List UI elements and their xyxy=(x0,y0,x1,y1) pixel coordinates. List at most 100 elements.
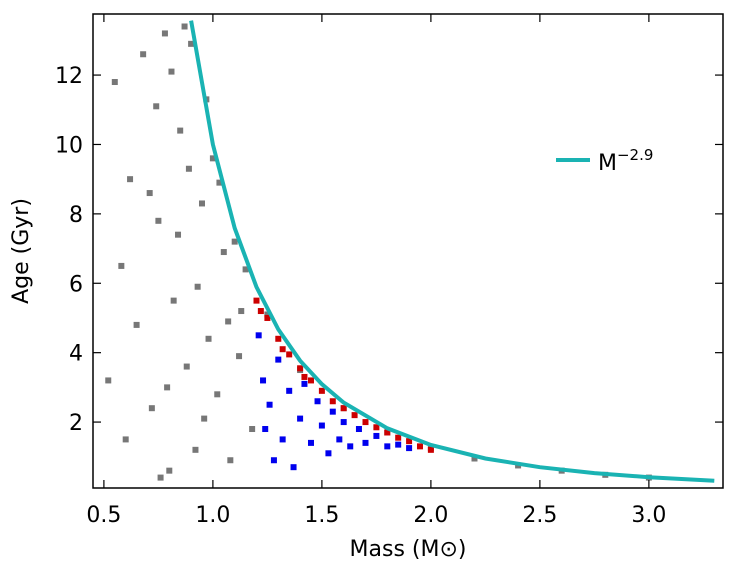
point xyxy=(297,365,304,372)
point xyxy=(373,424,380,431)
point xyxy=(181,23,188,30)
point xyxy=(161,30,168,37)
point xyxy=(395,434,402,441)
point xyxy=(133,321,140,328)
point xyxy=(395,441,402,448)
x-tick-label: 2.5 xyxy=(522,503,557,528)
point xyxy=(329,398,336,405)
point xyxy=(406,438,413,445)
point xyxy=(155,217,162,224)
point xyxy=(253,297,260,304)
y-tick-label: 4 xyxy=(69,342,83,367)
point xyxy=(314,398,321,405)
point xyxy=(266,401,273,408)
point xyxy=(318,422,325,429)
point xyxy=(384,429,391,436)
point xyxy=(170,297,177,304)
x-tick-label: 1.0 xyxy=(195,503,230,528)
point xyxy=(427,446,434,453)
point xyxy=(416,443,423,450)
point xyxy=(264,311,271,318)
y-tick-label: 10 xyxy=(55,133,83,158)
point xyxy=(307,439,314,446)
point xyxy=(290,464,297,471)
point xyxy=(146,190,153,197)
x-axis-label: Mass (M⊙) xyxy=(350,537,467,562)
point xyxy=(164,384,171,391)
point xyxy=(340,419,347,426)
point xyxy=(325,450,332,457)
point xyxy=(260,377,267,384)
point xyxy=(168,68,175,75)
point xyxy=(406,445,413,452)
point xyxy=(362,439,369,446)
point xyxy=(201,415,208,422)
point xyxy=(249,426,256,433)
point xyxy=(347,443,354,450)
point xyxy=(340,405,347,412)
point xyxy=(236,353,243,360)
point xyxy=(118,262,125,269)
legend-superscript: −2.9 xyxy=(617,146,653,164)
point xyxy=(198,200,205,207)
point xyxy=(373,432,380,439)
point xyxy=(351,412,358,419)
y-tick-label: 12 xyxy=(55,64,83,89)
point xyxy=(205,335,212,342)
point xyxy=(262,426,269,433)
point xyxy=(264,314,271,321)
legend-label: M−2.9 xyxy=(598,146,653,176)
point xyxy=(183,363,190,370)
point xyxy=(148,405,155,412)
point xyxy=(286,387,293,394)
x-tick-label: 1.5 xyxy=(304,503,339,528)
point xyxy=(166,467,173,474)
point xyxy=(255,332,262,339)
point xyxy=(231,238,238,245)
point xyxy=(175,231,182,238)
point xyxy=(471,455,478,462)
point xyxy=(307,377,314,384)
plot-frame xyxy=(92,13,724,489)
point xyxy=(279,436,286,443)
legend-text: M xyxy=(598,151,617,176)
point xyxy=(216,179,223,186)
point xyxy=(362,419,369,426)
y-tick-label: 2 xyxy=(69,411,83,436)
y-tick-label: 6 xyxy=(69,272,83,297)
curve xyxy=(189,20,715,483)
y-tick-label: 8 xyxy=(69,203,83,228)
point xyxy=(220,249,227,256)
point xyxy=(242,266,249,273)
y-axis-label: Age (Gyr) xyxy=(9,198,34,304)
point xyxy=(286,351,293,358)
point xyxy=(227,457,234,464)
x-tick-label: 0.5 xyxy=(86,503,121,528)
point xyxy=(122,436,129,443)
point xyxy=(336,436,343,443)
x-tick-label: 2.0 xyxy=(413,503,448,528)
x-tick-label: 3.0 xyxy=(631,503,666,528)
point xyxy=(192,446,199,453)
point xyxy=(209,155,216,162)
point xyxy=(185,165,192,172)
point xyxy=(111,79,118,86)
point xyxy=(257,308,264,315)
point xyxy=(157,474,164,481)
point xyxy=(355,426,362,433)
point xyxy=(105,377,112,384)
point xyxy=(127,176,134,183)
point xyxy=(275,335,282,342)
point xyxy=(279,346,286,353)
point xyxy=(238,308,245,315)
point xyxy=(297,415,304,422)
point xyxy=(214,391,221,398)
point xyxy=(225,318,232,325)
point xyxy=(275,356,282,363)
point xyxy=(329,408,336,415)
point xyxy=(188,40,195,47)
point xyxy=(318,387,325,394)
point xyxy=(153,103,160,110)
point xyxy=(140,51,147,58)
